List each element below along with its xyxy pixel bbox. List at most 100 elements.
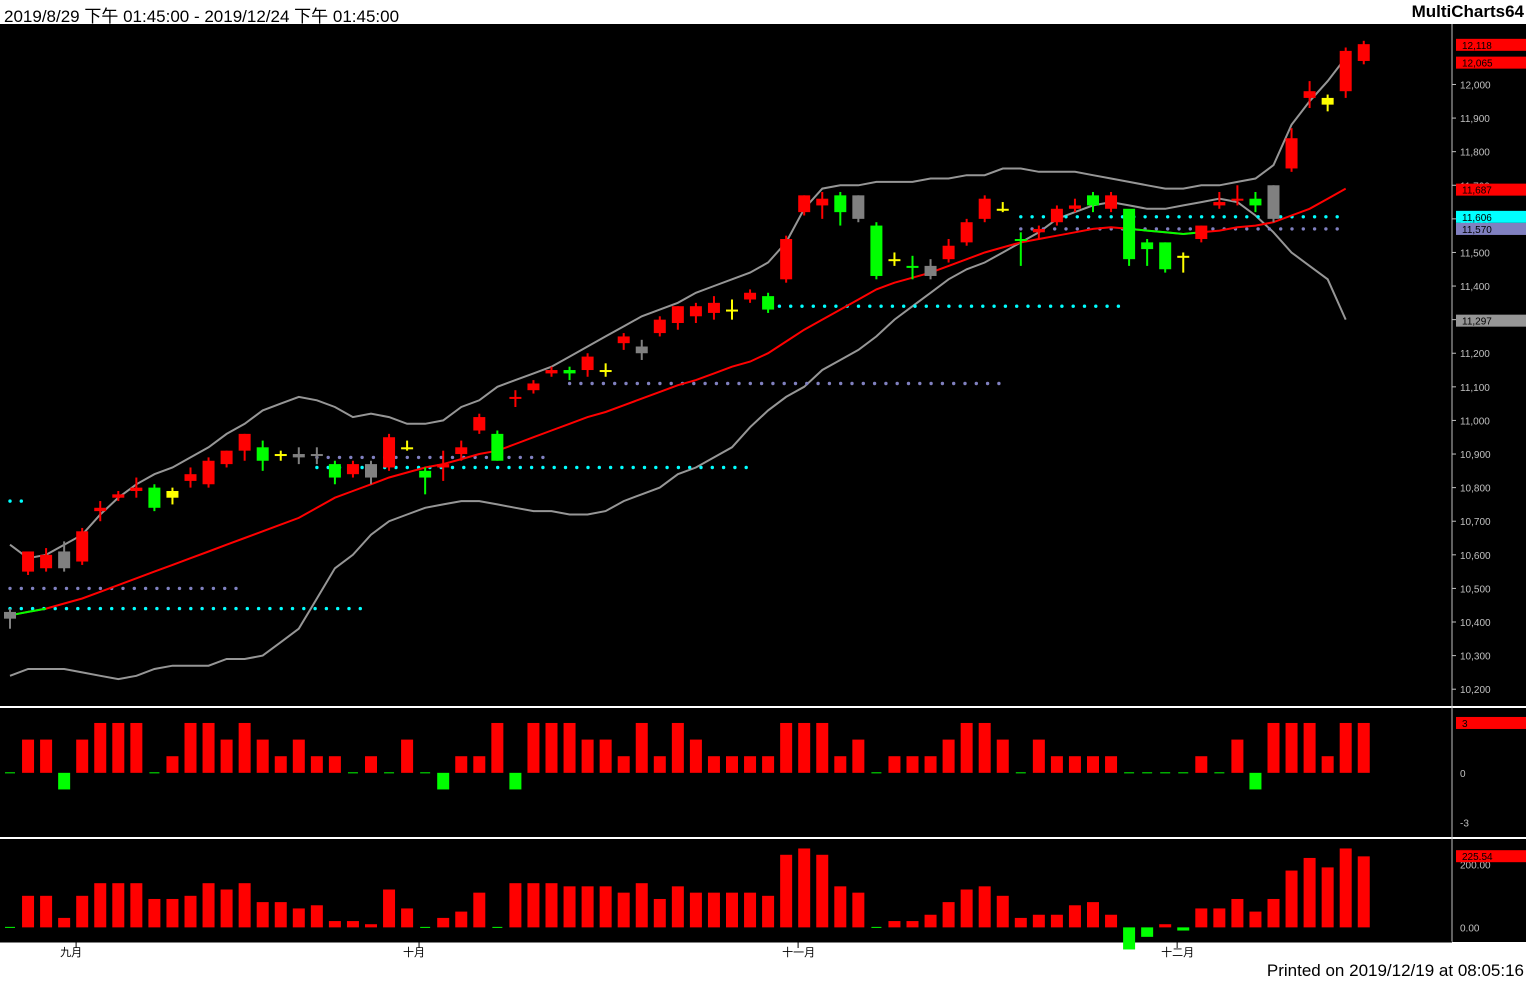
candle-body <box>292 454 305 458</box>
indicator2-bar <box>166 898 179 928</box>
support-dot <box>19 586 23 591</box>
support-dot <box>1015 304 1019 308</box>
indicator1-bar <box>1105 756 1118 773</box>
indicator1-bar <box>1321 756 1334 773</box>
support-dot <box>324 606 329 611</box>
support-dot <box>541 465 545 470</box>
candle-body <box>906 265 919 268</box>
support-dot <box>1048 304 1053 308</box>
indicator2-bar <box>563 886 576 928</box>
candle-body <box>852 195 865 219</box>
indicator1-bar <box>816 722 829 773</box>
support-dot <box>563 465 568 470</box>
candle-body <box>1285 138 1298 169</box>
support-dot <box>1154 227 1159 231</box>
candle-body <box>726 309 738 312</box>
indicator1-bar <box>653 756 666 773</box>
month-label: 十一月 <box>782 945 815 959</box>
candle-body <box>184 474 197 481</box>
indicator2-bar <box>1285 870 1298 928</box>
date-range: 2019/8/29 下午 01:45:00 - 2019/12/24 下午 01… <box>4 7 400 26</box>
support-dot <box>952 381 956 386</box>
indicator2-bar <box>834 886 847 928</box>
indicator2-marker <box>1456 850 1526 863</box>
price-tick-label: 11,900 <box>1460 114 1490 125</box>
price-marker-label: 11,297 <box>1462 317 1492 328</box>
support-dot <box>347 606 351 611</box>
support-dot <box>76 606 80 611</box>
support-dot <box>473 455 477 460</box>
support-dot <box>974 381 978 386</box>
indicator2-bar <box>310 905 323 928</box>
support-dot <box>8 586 12 591</box>
support-dot <box>929 381 933 386</box>
candle-body <box>581 356 594 371</box>
support-dot <box>416 455 421 460</box>
support-dot <box>586 465 590 470</box>
price-tick-label: 11,500 <box>1460 248 1490 259</box>
support-dot <box>132 606 136 611</box>
support-dot <box>688 465 692 470</box>
support-dot <box>87 586 91 591</box>
footer: Printed on 2019/12/19 at 08:05:16 <box>0 960 1526 983</box>
candle-body <box>76 531 89 562</box>
title-bar: 2019/8/29 下午 01:45:00 - 2019/12/24 下午 01… <box>0 0 1526 26</box>
support-dot <box>1030 215 1034 219</box>
support-dot <box>744 465 748 470</box>
indicator2-bar <box>960 889 973 928</box>
support-dot <box>827 381 832 386</box>
indicator2-bar <box>852 892 865 928</box>
candle-body <box>1195 225 1208 240</box>
support-dot <box>337 455 342 460</box>
indicator2-bar <box>1177 927 1190 931</box>
indicator1-bar <box>202 722 215 773</box>
support-dot <box>110 606 114 611</box>
indicator1-bar <box>1231 739 1244 773</box>
support-dot <box>98 606 103 611</box>
indicator1-bar <box>473 756 486 773</box>
candle-body <box>130 487 143 491</box>
candle-body <box>527 383 540 391</box>
indicator1-bar <box>328 756 341 773</box>
support-dot <box>1082 304 1087 308</box>
support-dot <box>1233 215 1238 219</box>
indicator2-tick-label: 200.00 <box>1460 860 1491 871</box>
support-dot <box>64 606 69 611</box>
indicator1-bar <box>924 756 937 773</box>
support-dot <box>895 381 899 386</box>
support-dot <box>748 381 752 386</box>
support-dot <box>1290 227 1294 231</box>
indicator2-bar <box>401 908 414 928</box>
moving-average-line <box>9 187 1347 617</box>
support-dot <box>1094 304 1098 308</box>
support-dot <box>1019 227 1023 231</box>
chart-area[interactable]: 10,200 10,300 10,400 10,500 10,600 10,700 10,8… <box>0 24 1526 960</box>
support-dot <box>121 586 125 591</box>
support-dot <box>1222 215 1226 219</box>
indicator1-bar <box>40 739 53 773</box>
support-dot <box>268 606 272 611</box>
candle-body <box>1357 44 1370 61</box>
support-dot <box>336 606 340 611</box>
support-dot <box>19 606 23 611</box>
support-dot <box>890 304 895 308</box>
indicator1-bar <box>888 756 901 773</box>
indicator2-bar <box>1249 911 1262 928</box>
support-dot <box>349 455 353 460</box>
indicator1-bar <box>798 722 811 773</box>
support-dot <box>839 381 843 386</box>
indicator1-bar <box>744 756 757 773</box>
indicator2-bar <box>978 886 991 928</box>
support-dot <box>1166 215 1170 219</box>
price-tick-label: 10,400 <box>1460 618 1491 629</box>
support-dot <box>631 465 635 470</box>
support-dot <box>315 465 319 470</box>
indicator2-bar <box>112 883 125 928</box>
indicator1-marker <box>1456 716 1526 729</box>
indicator1-bar <box>942 739 955 773</box>
indicator1-bar <box>310 756 323 773</box>
indicator2-bar <box>996 895 1009 928</box>
indicator2-bar <box>238 883 251 928</box>
month-label: 十月 <box>403 945 425 959</box>
indicator2-bar <box>1267 898 1280 928</box>
